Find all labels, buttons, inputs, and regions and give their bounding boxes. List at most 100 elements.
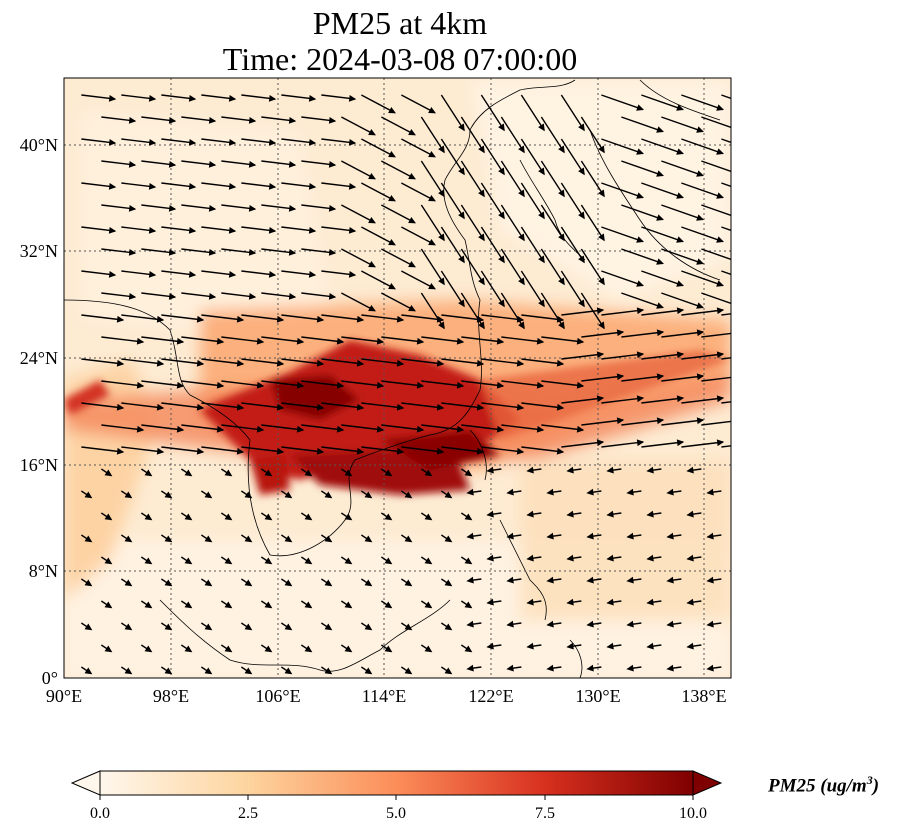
- wind-vector-head: [384, 557, 393, 565]
- wind-vector-shaft: [701, 420, 731, 426]
- wind-vector-shaft: [161, 358, 204, 365]
- wind-vector-head: [328, 248, 337, 256]
- wind-vector-head: [216, 337, 225, 345]
- lat-tick-1: 8°N: [29, 561, 58, 581]
- wind-vector-head: [706, 488, 714, 496]
- wind-vector-shaft: [681, 441, 724, 448]
- wind-vector-shaft: [601, 138, 644, 155]
- wind-vector-head: [696, 373, 705, 381]
- wind-vector-head: [84, 491, 93, 499]
- wind-vector-head: [456, 425, 465, 433]
- wind-vector-head: [224, 601, 233, 609]
- wind-vector-head: [144, 645, 153, 653]
- wind-vector-shaft: [420, 160, 445, 197]
- wind-vector-head: [566, 466, 574, 474]
- wind-vector-head: [288, 204, 297, 212]
- colorbar-gradient: [99, 770, 694, 796]
- wind-vector-head: [108, 270, 117, 278]
- wind-vector-shaft: [481, 314, 524, 321]
- wind-vector-shaft: [221, 336, 264, 343]
- wind-vector-shaft: [441, 314, 484, 321]
- wind-vector-head: [224, 557, 233, 565]
- wind-vector-head: [526, 510, 534, 518]
- wind-vector-head: [364, 623, 373, 631]
- wind-vector-head: [176, 381, 185, 389]
- wind-vector-head: [156, 315, 165, 323]
- wind-vector-shaft: [580, 160, 605, 197]
- wind-vector-shaft: [301, 336, 344, 343]
- wind-vector-head: [128, 248, 137, 256]
- wind-vector-head: [646, 642, 654, 650]
- wind-vector-head: [228, 182, 237, 190]
- wind-vector-head: [536, 337, 545, 345]
- wind-vector-shaft: [261, 380, 304, 387]
- wind-vector-head: [124, 623, 133, 631]
- wind-vector-head: [458, 211, 465, 220]
- wind-vector-head: [626, 664, 634, 672]
- wind-vector-head: [536, 381, 545, 389]
- wind-vector-head: [248, 116, 257, 124]
- wind-vector-shaft: [501, 336, 544, 343]
- wind-vector-head: [496, 425, 505, 433]
- wind-vector-head: [646, 510, 654, 518]
- wind-vector-head: [164, 667, 173, 675]
- wind-vector-head: [348, 138, 357, 146]
- wind-vector-head: [538, 255, 545, 264]
- wind-vector-head: [486, 642, 494, 650]
- lon-tick-labels: 90°E 98°E 106°E 114°E 122°E 130°E 138°E: [46, 686, 727, 706]
- wind-vector-head: [104, 557, 113, 565]
- wind-vector-head: [336, 337, 345, 345]
- wind-vector-head: [284, 491, 293, 499]
- wind-vector-head: [264, 469, 273, 477]
- wind-vector-head: [444, 579, 453, 587]
- wind-vector-shaft: [321, 314, 364, 321]
- wind-vector-head: [606, 510, 614, 518]
- wind-vector-head: [388, 283, 396, 290]
- wind-vector-head: [486, 510, 494, 518]
- wind-vector-head: [478, 321, 485, 330]
- wind-vector-shaft: [601, 182, 644, 199]
- wind-vector-head: [606, 554, 614, 562]
- wind-vector-head: [686, 642, 694, 650]
- wind-vector-shaft: [721, 401, 731, 404]
- wind-vector-head: [676, 192, 684, 199]
- wind-vector-head: [316, 447, 325, 455]
- wind-vector-shaft: [141, 380, 184, 387]
- wind-vector-shaft: [561, 353, 604, 360]
- wind-vector-head: [676, 439, 685, 447]
- wind-vector-shaft: [481, 402, 524, 409]
- wind-vector-head: [757, 193, 763, 198]
- wind-vector-head: [164, 579, 173, 587]
- wind-vector-head: [546, 664, 554, 672]
- wind-vector-shaft: [161, 314, 204, 321]
- wind-vector-shaft: [480, 270, 505, 307]
- wind-vector-head: [626, 532, 634, 540]
- wind-vector-head: [458, 167, 465, 176]
- wind-vector-shaft: [580, 248, 605, 285]
- wind-vector-shaft: [661, 292, 704, 309]
- wind-vector-head: [716, 439, 725, 447]
- wind-vector-shaft: [681, 94, 724, 111]
- wind-vector-shaft: [721, 138, 731, 144]
- wind-vector-head: [136, 425, 145, 433]
- wind-vector-shaft: [701, 204, 731, 217]
- wind-vector-shaft: [701, 292, 731, 305]
- wind-vector-head: [636, 395, 645, 403]
- wind-vector-shaft: [440, 138, 465, 175]
- wind-vector-head: [408, 173, 416, 180]
- wind-vector-head: [268, 226, 277, 234]
- wind-vector-head: [244, 535, 253, 543]
- wind-vector-shaft: [661, 375, 704, 382]
- wind-vector-shaft: [121, 314, 164, 321]
- wind-vector-head: [466, 488, 474, 496]
- wind-vector-shaft: [321, 402, 364, 409]
- wind-vector-head: [478, 277, 485, 286]
- wind-vector-shaft: [540, 160, 565, 197]
- wind-vector-shaft: [621, 204, 664, 221]
- wind-vector-head: [288, 160, 297, 168]
- wind-vector-head: [606, 598, 614, 606]
- wind-vector-shaft: [281, 314, 324, 321]
- wind-vector-shaft: [461, 424, 504, 431]
- wind-vector-head: [666, 532, 674, 540]
- wind-vector-head: [716, 148, 724, 155]
